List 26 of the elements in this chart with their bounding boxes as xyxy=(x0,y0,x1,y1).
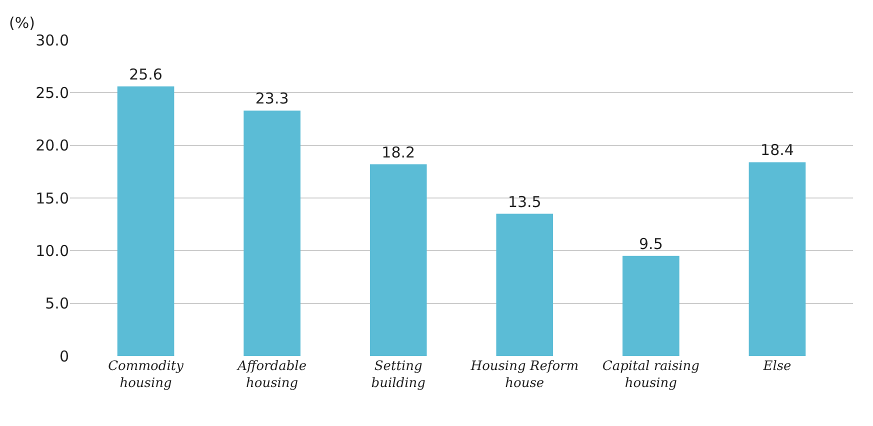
data-label: 23.3 xyxy=(255,90,289,108)
y-axis-title: (%) xyxy=(9,14,35,32)
x-tick-label: Commodity housing xyxy=(108,359,184,391)
data-label: 25.6 xyxy=(129,65,162,84)
x-tick-label: Affordable housing xyxy=(236,359,307,391)
x-tick-label: Capital raising housing xyxy=(602,359,700,391)
bar xyxy=(748,162,806,356)
data-label: 13.5 xyxy=(508,192,542,211)
x-tick-label: Else xyxy=(762,359,792,374)
y-tick-label: 10.0 xyxy=(36,242,69,260)
y-tick-label: 30.0 xyxy=(36,31,69,50)
bar xyxy=(370,164,427,356)
y-tick-label: 20.0 xyxy=(36,136,69,155)
y-tick-label: 5.0 xyxy=(45,294,69,313)
x-tick-label: Setting building xyxy=(371,359,426,391)
y-tick-label: 25.0 xyxy=(36,84,69,102)
y-tick-label: 15.0 xyxy=(36,189,69,208)
bar xyxy=(244,110,300,356)
bar xyxy=(117,86,174,356)
data-label: 9.5 xyxy=(639,234,663,253)
y-tick-label: 0 xyxy=(59,347,69,366)
x-tick-label: Housing Reform house xyxy=(470,359,579,391)
bar xyxy=(496,214,554,356)
data-label: 18.2 xyxy=(382,143,416,162)
bar xyxy=(622,256,680,356)
data-label: 18.4 xyxy=(760,141,794,160)
